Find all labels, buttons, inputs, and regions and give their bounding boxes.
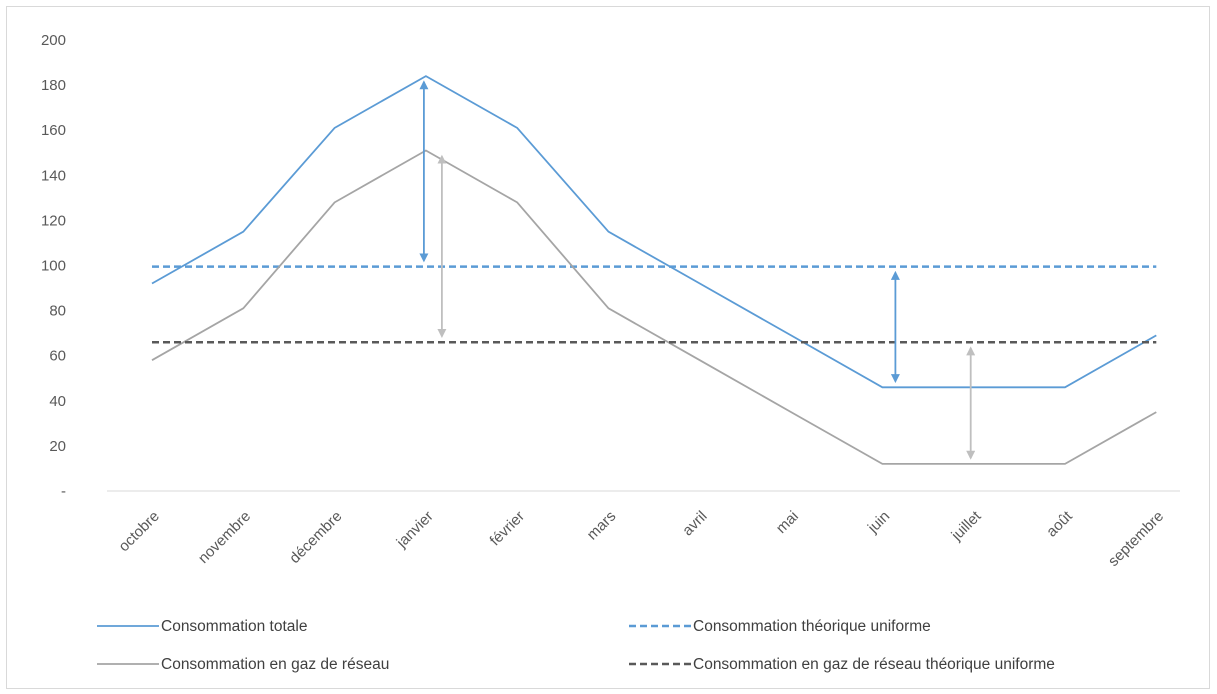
y-tick-label: 140 [41, 167, 66, 184]
x-tick-label: novembre [195, 508, 254, 567]
legend: Consommation totale Consommation théoriqu… [97, 618, 1055, 673]
y-tick-label: 60 [49, 348, 66, 365]
x-tick-label: avril [679, 508, 710, 539]
x-tick-label: octobre [115, 508, 162, 555]
y-tick-label: 80 [49, 303, 66, 320]
x-tick-label: décembre [286, 508, 345, 567]
axes: - 20 40 60 80 100 120 140 160 180 200 octobre novemb… [41, 32, 1180, 570]
chart-area [6, 6, 1210, 689]
annotations [419, 80, 976, 460]
y-tick-label: 100 [41, 258, 66, 275]
x-tick-label: mars [584, 508, 620, 544]
x-tick-label: septembre [1105, 508, 1167, 570]
y-tick-label: 160 [41, 122, 66, 139]
x-tick-label: juillet [948, 507, 985, 544]
legend-label: Consommation théorique uniforme [693, 618, 931, 635]
legend-label: Consommation en gaz de réseau [161, 656, 389, 673]
y-tick-label: 120 [41, 212, 66, 229]
y-tick-label: 40 [49, 393, 66, 410]
legend-item: Consommation en gaz de réseau [97, 656, 389, 673]
series-line [151, 75, 1157, 389]
y-tick-label: 20 [49, 438, 66, 455]
y-tick-label: 180 [41, 77, 66, 94]
x-tick-label: mai [773, 508, 802, 537]
x-tick-label: juin [864, 508, 893, 537]
x-tick-label: août [1043, 507, 1076, 540]
x-tick-label: janvier [393, 508, 437, 552]
legend-label: Consommation totale [161, 618, 307, 635]
y-tick-label: - [61, 483, 66, 500]
legend-item: Consommation théorique uniforme [629, 618, 931, 635]
legend-item: Consommation en gaz de réseau théorique … [629, 656, 1055, 673]
legend-item: Consommation totale [97, 618, 307, 635]
x-tick-label: février [487, 508, 528, 549]
series-line [151, 149, 1157, 465]
series-lines [151, 75, 1157, 465]
legend-label: Consommation en gaz de réseau théorique … [693, 656, 1055, 673]
y-tick-label: 200 [41, 32, 66, 49]
